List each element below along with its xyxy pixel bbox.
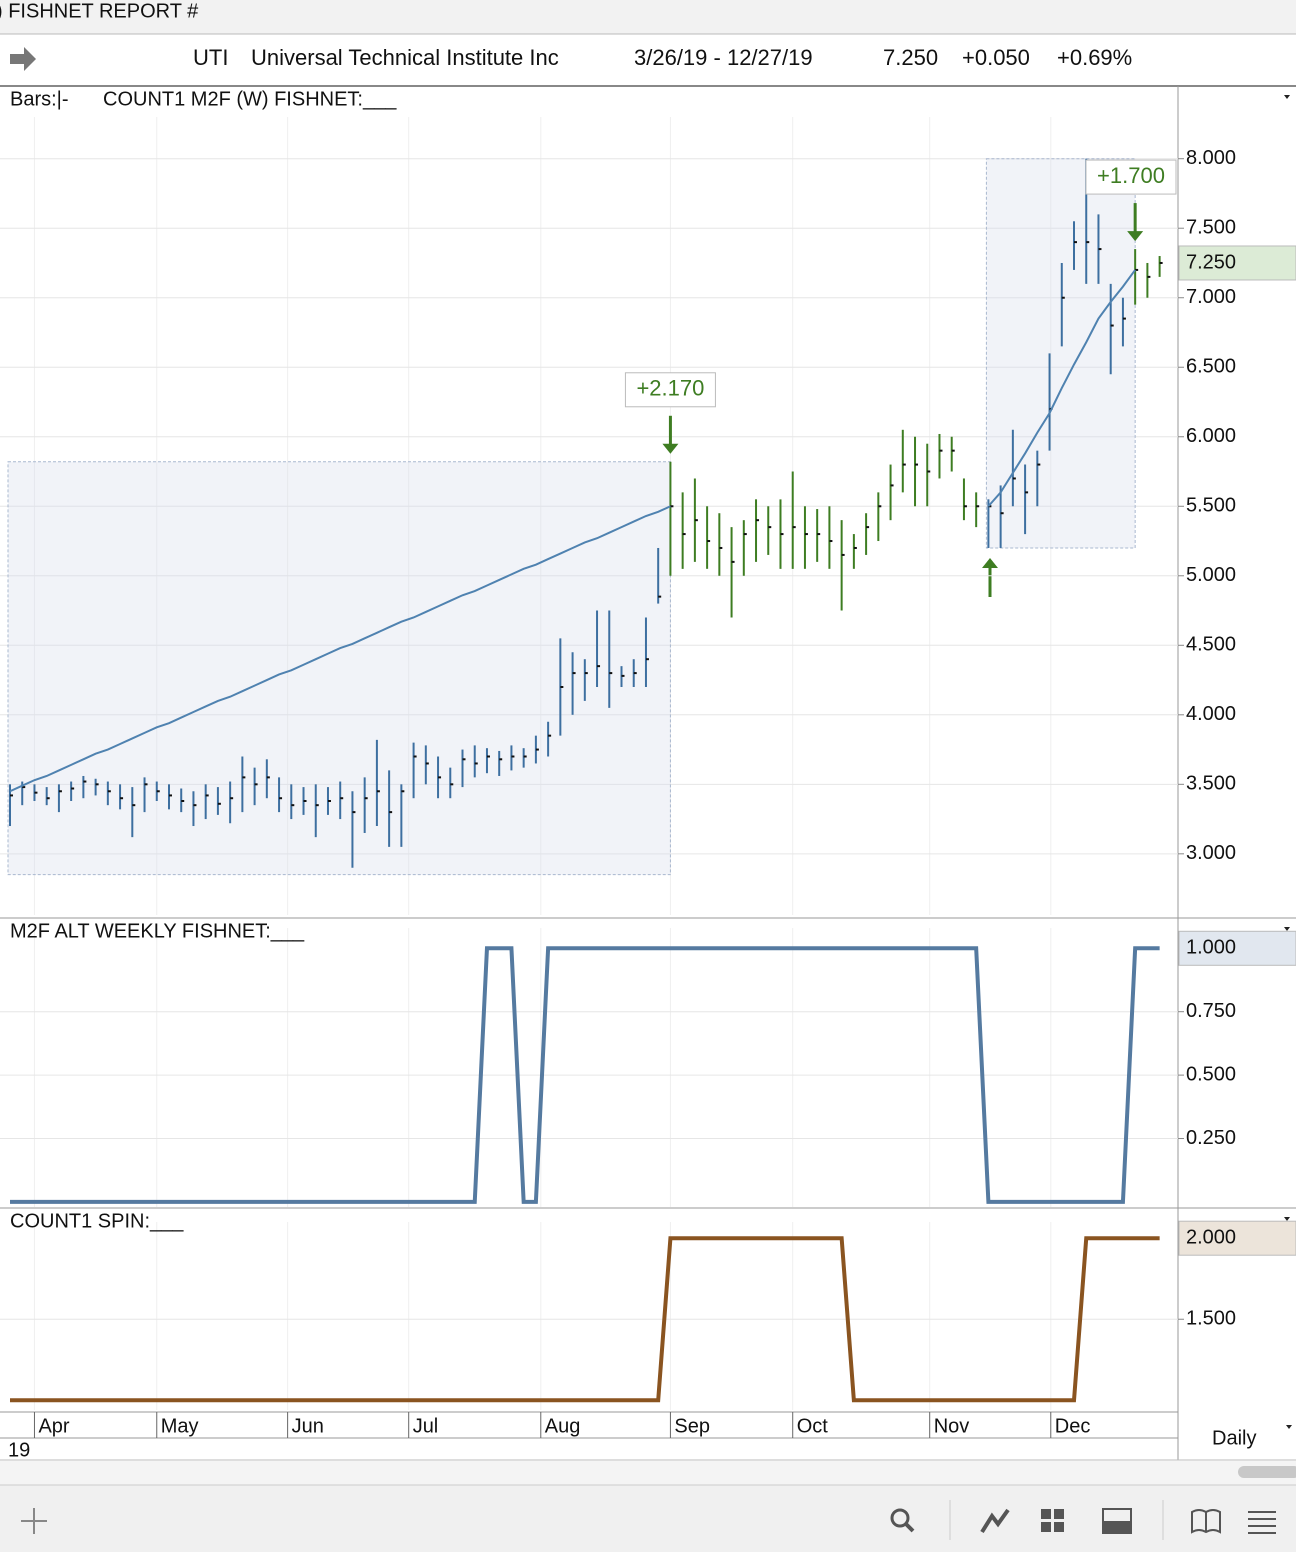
last-value-label: 1.000 [1186,937,1236,959]
x-tick-label: Jun [292,1415,324,1437]
panel-button[interactable] [1102,1508,1132,1534]
price-change: +0.050 [962,45,1030,70]
date-range: 3/26/19 - 12/27/19 [634,45,813,70]
y-tick-label: 5.500 [1186,495,1236,517]
y-tick-label: 6.000 [1186,425,1236,447]
last-value-label: 2.000 [1186,1226,1236,1248]
interval[interactable]: Daily [1212,1427,1256,1449]
y-tick-label: 0.750 [1186,1000,1236,1022]
indicator-line [10,946,1160,1204]
scrollbar[interactable] [1238,1466,1296,1478]
panel-title: COUNT1 SPIN:___ [10,1210,184,1232]
y-tick-label: 6.500 [1186,356,1236,378]
company-name: Universal Technical Institute Inc [251,45,559,70]
toolbar [0,1485,1296,1552]
notes-button[interactable] [1191,1509,1221,1534]
last-value-box [1178,245,1296,281]
last-value-box [1178,1220,1296,1256]
add-button[interactable] [21,1508,47,1534]
y-tick-label: 8.000 [1186,147,1236,169]
panel-menu[interactable] [1284,927,1290,931]
x-tick-label: Nov [934,1415,970,1437]
year-label: 19 [8,1439,30,1461]
report-title: ) FISHNET REPORT # [0,0,199,22]
y-tick-label: 0.500 [1186,1063,1236,1085]
panel-title: M2F ALT WEEKLY FISHNET:___ [10,920,305,942]
interval-menu[interactable] [1286,1425,1292,1429]
menu-button[interactable] [1248,1511,1276,1534]
last-price: 7.250 [883,45,938,70]
annotation-box [1085,159,1177,195]
x-tick-label: Jul [413,1415,439,1437]
layout-button[interactable] [1041,1509,1064,1532]
last-value-label: 7.250 [1186,251,1236,273]
annotation-box [624,372,716,408]
y-tick-label: 1.500 [1186,1308,1236,1330]
y-tick-label: 4.000 [1186,703,1236,725]
y-tick-label: 7.500 [1186,217,1236,239]
range-box [985,158,1136,549]
annotation-arrow-head [1127,231,1144,242]
nav-arrow[interactable] [10,47,36,71]
y-tick-label: 3.000 [1186,842,1236,864]
scroll-area [0,1461,1296,1485]
y-tick-label: 4.500 [1186,634,1236,656]
panel-title: COUNT1 M2F (W) FISHNET:___ [103,88,397,110]
symbol: UTI [193,45,228,70]
panel-menu[interactable] [1284,1217,1290,1221]
y-tick-label: 7.000 [1186,286,1236,308]
last-value-box [1178,930,1296,966]
signal-arrow-head [982,558,998,568]
x-tick-label: Apr [38,1415,69,1437]
y-tick-label: 0.250 [1186,1127,1236,1149]
x-tick-label: May [161,1415,199,1437]
x-tick-label: Sep [674,1415,710,1437]
bars-label: Bars:|- [10,88,69,110]
x-tick-label: Dec [1055,1415,1091,1437]
moving-average [9,269,1136,793]
indicator-line [10,1236,1160,1403]
annotation-arrow-head [662,443,679,454]
panel-menu[interactable] [1284,95,1290,99]
price-change-pct: +0.69% [1057,45,1132,70]
y-tick-label: 3.500 [1186,773,1236,795]
x-tick-label: Aug [545,1415,581,1437]
y-tick-label: 5.000 [1186,564,1236,586]
search-button[interactable] [890,1508,915,1533]
annotation: +2.170 [636,376,704,401]
report-bar [0,0,1296,34]
x-tick-label: Oct [797,1415,829,1437]
annotation: +1.700 [1097,163,1165,188]
chart-style-button[interactable] [980,1508,1010,1534]
